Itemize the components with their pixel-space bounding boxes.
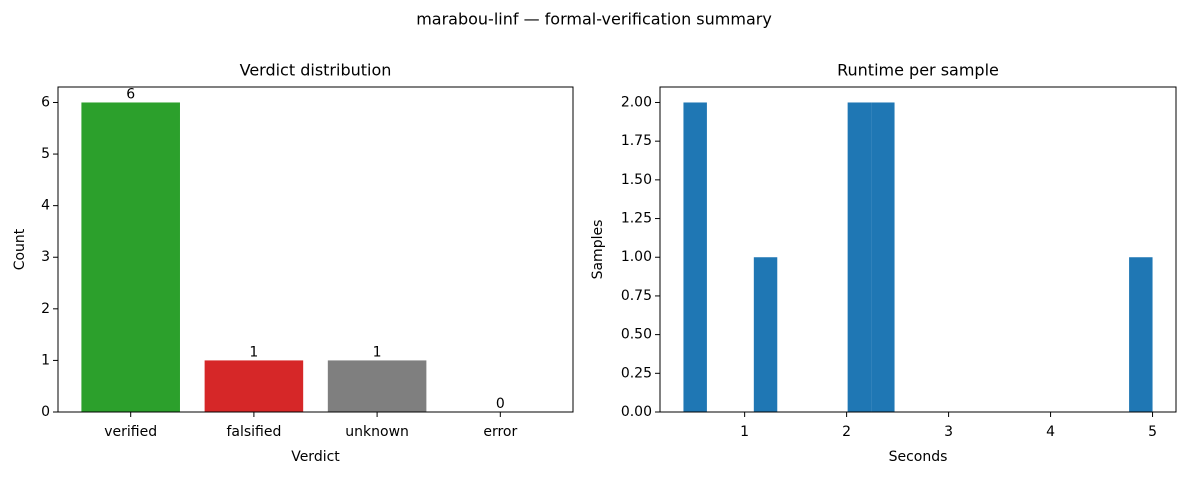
x-tick-label: 1 <box>740 424 749 440</box>
histogram-bar <box>871 102 895 412</box>
x-axis-label: Verdict <box>291 449 340 465</box>
value-label: 0 <box>496 396 505 412</box>
y-tick-label: 1.25 <box>621 211 652 227</box>
axes-frame <box>659 86 1177 413</box>
y-tick-label: 1 <box>41 352 50 368</box>
y-tick-label: 3 <box>41 249 50 265</box>
value-label: 1 <box>373 344 382 360</box>
y-tick-label: 0.00 <box>621 404 652 420</box>
x-tick-label: unknown <box>345 424 409 440</box>
x-tick-label: verified <box>104 424 157 440</box>
y-tick-label: 0.75 <box>621 288 652 304</box>
y-axis-label: Count <box>12 228 28 270</box>
y-tick-label: 2.00 <box>621 94 652 110</box>
histogram-bar <box>753 257 778 412</box>
chart-title: Runtime per sample <box>837 61 999 80</box>
bar <box>81 102 180 412</box>
y-tick-label: 1.00 <box>621 249 652 265</box>
y-tick-label: 1.75 <box>621 133 652 149</box>
y-tick-label: 0.50 <box>621 327 652 343</box>
x-tick-label: 4 <box>1046 424 1055 440</box>
bar <box>327 360 427 412</box>
y-tick-label: 1.50 <box>621 172 652 188</box>
x-tick-label: 2 <box>842 424 851 440</box>
x-tick-label: 3 <box>944 424 953 440</box>
value-label: 1 <box>249 344 258 360</box>
chart-title: Verdict distribution <box>240 61 392 80</box>
y-tick-label: 2 <box>41 301 50 317</box>
histogram-bar <box>1129 257 1153 412</box>
figure-title: marabou-linf — formal-verification summa… <box>416 10 772 29</box>
y-tick-label: 0.25 <box>621 365 652 381</box>
y-tick-label: 5 <box>41 146 50 162</box>
x-tick-label: 5 <box>1148 424 1157 440</box>
axes-frame <box>57 86 574 413</box>
y-tick-label: 0 <box>41 404 50 420</box>
y-tick-label: 4 <box>41 198 50 214</box>
y-tick-label: 6 <box>41 94 50 110</box>
x-tick-label: falsified <box>226 424 281 440</box>
x-axis-label: Seconds <box>889 449 948 465</box>
histogram-bar <box>847 102 872 412</box>
histogram-bar <box>683 102 707 412</box>
x-tick-label: error <box>483 424 517 440</box>
bar <box>204 360 304 412</box>
y-axis-label: Samples <box>590 220 606 280</box>
value-label: 6 <box>126 86 135 102</box>
